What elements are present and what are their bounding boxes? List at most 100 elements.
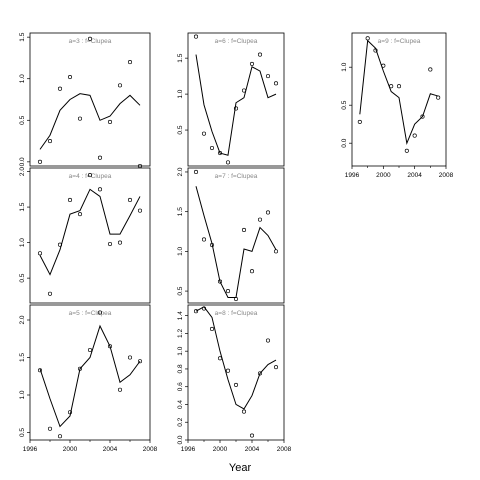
figure-xlabel: Year <box>229 462 252 474</box>
observed-point <box>373 48 378 53</box>
observed-point <box>67 75 73 80</box>
observed-point <box>67 197 73 203</box>
observed-point <box>257 217 263 222</box>
observed-point <box>217 279 223 284</box>
x-axis: 1996 2000 2004 2008 <box>345 166 454 179</box>
y-axis: 0.0 0.5 1.0 <box>341 62 352 148</box>
x-tick-label: 1996 <box>181 446 196 453</box>
observed-point <box>225 289 231 294</box>
y-tick-label: 0.5 <box>341 100 348 109</box>
observed-point <box>67 410 73 415</box>
fitted-line <box>195 54 277 156</box>
observed-point <box>107 119 113 124</box>
observed-point <box>381 63 386 68</box>
observed-point <box>97 310 103 315</box>
observed-point <box>127 355 133 360</box>
observed-point <box>273 365 279 370</box>
panel-label: a=6 : f=Clupea <box>215 38 258 45</box>
observed-point <box>107 344 113 349</box>
observed-point <box>420 114 425 119</box>
observed-point <box>265 338 271 343</box>
panel-a3: a=3 : f=Clupea 0.0 0.5 1.0 1.5 <box>19 32 151 169</box>
y-tick-label: 1.0 <box>341 62 348 71</box>
y-tick-label: 1.4 <box>177 311 184 320</box>
observed-point <box>47 426 53 431</box>
panel-a9: a=9 : f=Clupea 0.0 0.5 1.0 1996 2000 2004 2008 <box>341 32 454 179</box>
observed-point <box>87 347 93 353</box>
observed-point <box>77 366 83 371</box>
x-tick-label: 2000 <box>63 446 78 453</box>
y-axis: 0.0 0.2 0.4 0.6 0.8 1.0 1.2 1.4 <box>177 311 188 445</box>
y-tick-label: 1.0 <box>177 246 184 255</box>
observed-point <box>37 368 43 373</box>
observed-point <box>273 249 279 254</box>
y-tick-label: 2.0 <box>19 167 26 176</box>
observed-point <box>412 133 417 138</box>
y-tick-label: 1.2 <box>177 329 184 338</box>
observed-point <box>257 52 263 57</box>
panel-a8: a=8 : f=Clupea 0.0 0.2 0.4 0.6 0.8 1.0 1.2 1.4 19… <box>177 304 292 453</box>
observed-point <box>241 88 247 93</box>
panel-label: a=7 : f=Clupea <box>215 173 258 180</box>
observed-point <box>233 382 239 387</box>
y-tick-label: 0.5 <box>19 273 26 282</box>
panel-label: a=3 : f=Clupea <box>69 38 112 45</box>
observed-point <box>428 67 433 72</box>
observed-point <box>193 34 199 39</box>
observed-point <box>97 155 103 160</box>
observed-point <box>249 61 255 66</box>
x-tick-label: 2008 <box>143 446 158 453</box>
y-tick-label: 1.5 <box>177 207 184 216</box>
y-tick-label: 0.0 <box>177 435 184 444</box>
panel-frame <box>187 167 285 304</box>
y-tick-label: 0.0 <box>341 138 348 147</box>
y-tick-label: 1.0 <box>177 89 184 98</box>
y-tick-label: 1.0 <box>19 390 26 399</box>
panel-frame <box>29 167 151 304</box>
observed-point <box>265 210 271 215</box>
observed-point <box>265 74 271 79</box>
y-tick-label: 1.0 <box>19 238 26 247</box>
x-axis: 1996 2000 2004 2008 <box>181 440 292 453</box>
y-tick-label: 1.5 <box>177 53 184 62</box>
y-tick-label: 0.5 <box>177 286 184 295</box>
observed-point <box>225 368 231 373</box>
observed-point <box>233 106 239 111</box>
panel-label: a=5 : f=Clupea <box>69 310 112 317</box>
observed-point <box>87 173 93 178</box>
panel-frame <box>187 32 285 167</box>
observed-point <box>241 409 247 414</box>
observed-point <box>396 84 402 89</box>
y-tick-label: 2.0 <box>177 167 184 176</box>
y-axis: 0.5 1.0 1.5 <box>177 53 188 135</box>
panel-frame <box>29 32 151 167</box>
x-tick-label: 1996 <box>23 446 38 453</box>
panel-a7: a=7 : f=Clupea 0.5 1.0 1.5 2.0 <box>177 167 285 304</box>
observed-point <box>357 119 362 124</box>
observed-point <box>201 306 207 311</box>
y-axis: 0.5 1.0 1.5 2.0 <box>19 315 30 437</box>
observed-point <box>137 359 143 364</box>
y-tick-label: 0.5 <box>177 125 184 134</box>
observed-point <box>87 36 93 41</box>
y-tick-label: 0.0 <box>19 157 26 166</box>
observed-point <box>209 326 215 332</box>
observed-point <box>77 212 83 217</box>
observed-point <box>249 269 255 274</box>
y-tick-label: 0.8 <box>177 364 184 373</box>
x-tick-label: 2008 <box>439 172 454 179</box>
panel-a6: a=6 : f=Clupea 0.5 1.0 1.5 <box>177 32 285 167</box>
y-tick-label: 1.0 <box>19 74 26 83</box>
x-tick-label: 1996 <box>345 172 360 179</box>
x-tick-label: 2004 <box>245 446 260 453</box>
y-tick-label: 1.5 <box>19 202 26 211</box>
fitted-line <box>39 93 141 150</box>
observed-point <box>97 187 103 192</box>
observed-point <box>209 242 215 248</box>
observed-point <box>117 83 123 88</box>
observed-point <box>117 240 123 245</box>
observed-point <box>389 84 394 89</box>
observed-point <box>201 131 207 136</box>
